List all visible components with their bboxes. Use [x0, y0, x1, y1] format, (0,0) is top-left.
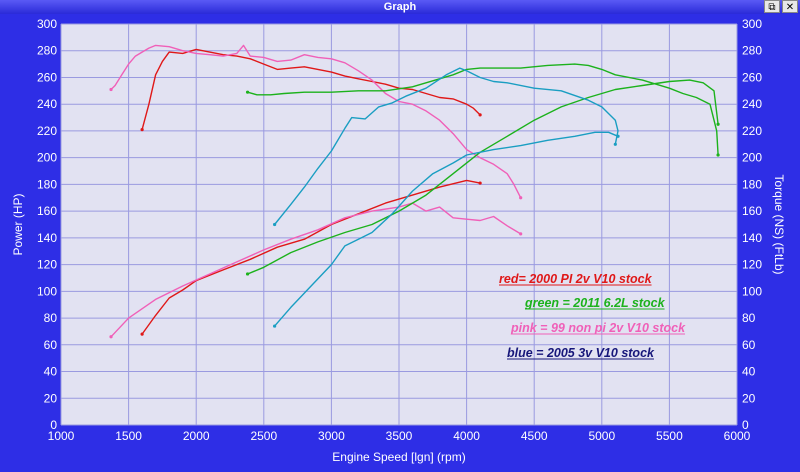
y-axis-left-label: Power (HP)	[11, 193, 25, 255]
x-tick-label: 3000	[318, 429, 345, 443]
x-tick-label: 1500	[115, 429, 142, 443]
series-line-power	[247, 79, 719, 275]
series-line-torque	[110, 44, 522, 199]
y-tick-label-left: 80	[44, 311, 58, 325]
series-end-point	[519, 196, 523, 200]
y-tick-label-right: 160	[742, 204, 762, 218]
series-start-point	[109, 87, 113, 92]
x-tick-label: 5500	[656, 429, 683, 443]
y-tick-label-right: 180	[742, 177, 762, 191]
chart: 1000 1500 2000 2500 3000 3500 4000 4500 5000 5500…	[11, 17, 786, 464]
window-titlebar: Graph ⧉ ✕	[0, 0, 800, 14]
legend: red= 2000 PI 2v V10 stock green = 2011 6.…	[499, 272, 686, 360]
x-tick-label: 6000	[724, 429, 751, 443]
y-tick-label-left: 280	[37, 44, 57, 58]
y-tick-label-left: 300	[37, 17, 57, 31]
y-tick-label-right: 220	[742, 124, 762, 138]
x-tick-label: 3500	[386, 429, 413, 443]
series-start-point	[245, 90, 250, 94]
series-end-point	[478, 181, 482, 185]
series-end-point	[716, 153, 720, 157]
x-axis-ticks: 1000 1500 2000 2500 3000 3500 4000 4500 5000 5500…	[48, 429, 751, 443]
y-tick-label-right: 40	[742, 365, 756, 379]
y-tick-label-left: 260	[37, 70, 57, 84]
y-axis-right-ticks: 0 20 40 60 80 100 120 140 160 180 200 220 240 260 280 3…	[742, 17, 762, 432]
y-tick-label-left: 200	[37, 151, 57, 165]
y-tick-label-right: 0	[742, 418, 749, 432]
series-line-power	[110, 202, 522, 338]
x-tick-label: 5000	[588, 429, 615, 443]
series-line-torque	[247, 63, 719, 156]
y-tick-label-left: 220	[37, 124, 57, 138]
y-tick-label-left: 240	[37, 97, 57, 111]
window-title: Graph	[383, 1, 417, 13]
legend-entry: pink = 99 non pi 2v V10 stock	[510, 321, 686, 335]
series-end-point	[716, 122, 720, 126]
series-line-torque	[141, 48, 481, 130]
y-tick-label-left: 120	[37, 258, 57, 272]
y-tick-label-left: 40	[44, 365, 58, 379]
y-tick-label-right: 300	[742, 17, 762, 31]
y-tick-label-right: 260	[742, 70, 762, 84]
y-tick-label-left: 100	[37, 284, 57, 298]
series-start-point	[273, 324, 277, 328]
y-tick-label-left: 160	[37, 204, 57, 218]
series-start-point	[140, 332, 144, 336]
x-tick-label: 1000	[48, 429, 75, 443]
series-end-point	[478, 113, 482, 117]
series-line-power	[141, 179, 481, 335]
x-axis-label: Engine Speed [lgn] (rpm)	[332, 450, 465, 464]
y-tick-label-left: 0	[50, 418, 57, 432]
y-axis-left-ticks: 0 20 40 60 80 100 120 140 160 180 200 220 240 260 280 3…	[37, 17, 57, 432]
y-tick-label-right: 100	[742, 284, 762, 298]
x-tick-label: 4000	[453, 429, 480, 443]
y-tick-label-right: 80	[742, 311, 756, 325]
y-tick-label-right: 60	[742, 338, 756, 352]
series-start-point	[140, 127, 144, 132]
x-tick-label: 4500	[521, 429, 548, 443]
y-axis-right-label: Torque (NS) (FtLb)	[772, 174, 786, 274]
legend-entry: green = 2011 6.2L stock	[524, 296, 666, 310]
y-tick-label-right: 140	[742, 231, 762, 245]
y-tick-label-left: 140	[37, 231, 57, 245]
series-start-point	[109, 335, 113, 339]
y-tick-label-right: 280	[742, 44, 762, 58]
series-line-power	[274, 131, 619, 327]
legend-entry: blue = 2005 3v V10 stock	[507, 346, 655, 360]
series-start-point	[245, 272, 250, 276]
x-tick-label: 2500	[250, 429, 277, 443]
y-tick-label-right: 200	[742, 151, 762, 165]
close-button[interactable]: ✕	[782, 0, 798, 13]
y-tick-label-left: 60	[44, 338, 58, 352]
legend-entry: red= 2000 PI 2v V10 stock	[499, 272, 653, 286]
y-tick-label-right: 20	[742, 391, 756, 405]
restore-button[interactable]: ⧉	[764, 0, 780, 13]
series-end-point	[616, 134, 620, 138]
x-tick-label: 2000	[183, 429, 210, 443]
y-tick-label-left: 180	[37, 177, 57, 191]
series-line-torque	[274, 67, 619, 225]
series-start-point	[273, 222, 277, 227]
y-tick-label-right: 120	[742, 258, 762, 272]
y-tick-label-left: 20	[44, 391, 58, 405]
series-end-point	[519, 232, 523, 236]
grid-lines	[60, 23, 738, 426]
chart-series	[109, 44, 720, 339]
y-tick-label-right: 240	[742, 97, 762, 111]
series-end-point	[613, 142, 617, 146]
